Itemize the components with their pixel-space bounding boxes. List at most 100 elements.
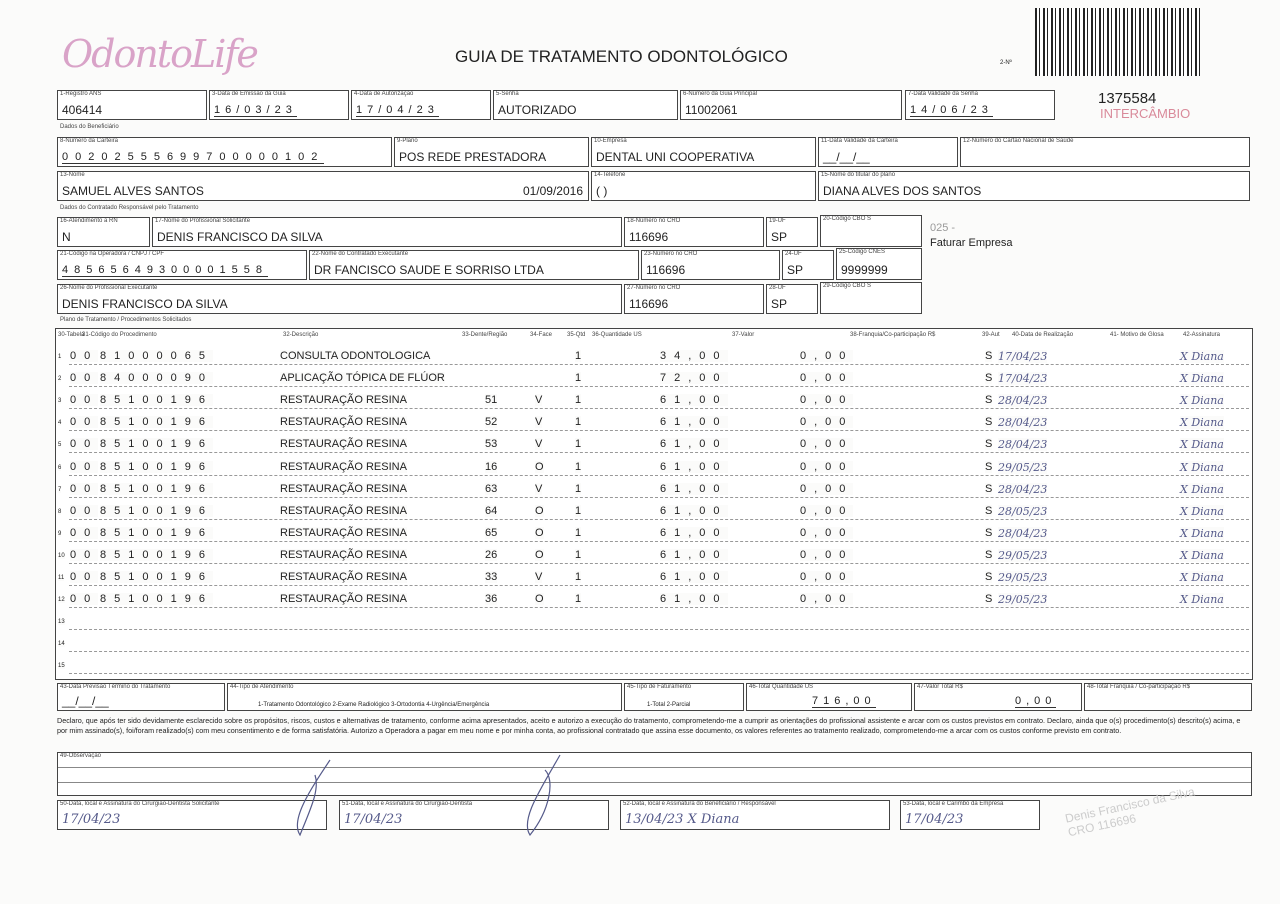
tabela-cell[interactable]: 00 <box>70 482 99 495</box>
codigo-cell[interactable]: 85100196 <box>100 460 213 473</box>
us-cell[interactable]: 61,00 <box>660 482 728 495</box>
assinatura-cell[interactable]: X Diana <box>1180 482 1224 496</box>
dente-cell[interactable]: 33 <box>485 571 498 583</box>
validade-carteira-field[interactable]: 11-Data Validade da Carteira __/__/__ <box>818 137 958 167</box>
descricao-cell[interactable]: RESTAURAÇÃO RESINA <box>280 593 407 606</box>
signature-solicitante[interactable]: 50-Data, local e Assinatura do Cirurgião… <box>57 800 327 830</box>
assinatura-cell[interactable]: X Diana <box>1180 526 1224 540</box>
face-cell[interactable]: V <box>535 571 543 583</box>
valor-cell[interactable]: 0,00 <box>800 571 854 583</box>
contratado-field[interactable]: 22-Nome do Contratado Executante DR FANCI… <box>309 250 639 280</box>
dente-cell[interactable]: 36 <box>485 593 498 606</box>
assinatura-cell[interactable]: X Diana <box>1180 571 1224 584</box>
dente-cell[interactable]: 53 <box>485 438 498 451</box>
us-cell[interactable]: 61,00 <box>660 504 728 517</box>
qtd-cell[interactable]: 1 <box>575 571 582 583</box>
tabela-cell[interactable]: 00 <box>70 548 99 561</box>
data-cell[interactable]: 29/05/23 <box>998 460 1048 474</box>
valor-cell[interactable]: 0,00 <box>800 526 854 539</box>
data-cell[interactable]: 28/04/23 <box>998 482 1048 496</box>
us-cell[interactable]: 34,00 <box>660 350 728 362</box>
tabela-cell[interactable]: 00 <box>70 504 99 517</box>
titular-field[interactable]: 15-Nome do titular do plano DIANA ALVES D… <box>818 171 1250 201</box>
aut-cell[interactable]: S <box>985 438 993 451</box>
us-cell[interactable]: 61,00 <box>660 438 728 451</box>
us-cell[interactable]: 61,00 <box>660 548 728 561</box>
dente-cell[interactable]: 65 <box>485 526 498 539</box>
assinatura-cell[interactable]: X Diana <box>1180 438 1224 452</box>
face-cell[interactable]: V <box>535 482 543 495</box>
data-cell[interactable]: 28/04/23 <box>998 526 1048 540</box>
valor-cell[interactable]: 0,00 <box>800 350 854 362</box>
tabela-cell[interactable]: 00 <box>70 526 99 539</box>
descricao-cell[interactable]: RESTAURAÇÃO RESINA <box>280 438 407 451</box>
valor-cell[interactable]: 0,00 <box>800 394 854 407</box>
tabela-cell[interactable]: 00 <box>70 372 99 385</box>
descricao-cell[interactable]: RESTAURAÇÃO RESINA <box>280 460 407 473</box>
aut-cell[interactable]: S <box>985 394 993 407</box>
tipo-atendimento-field[interactable]: 44-Tipo de Atendimento 1-Tratamento Odont… <box>227 683 622 711</box>
descricao-cell[interactable]: CONSULTA ODONTOLOGICA <box>280 350 431 362</box>
cro2-field[interactable]: 23-Número no CRO 116696 <box>641 250 780 280</box>
qtd-cell[interactable]: 1 <box>575 526 582 539</box>
qtd-cell[interactable]: 1 <box>575 482 582 495</box>
cro3-field[interactable]: 27-Número no CRO 116696 <box>624 284 764 314</box>
senha-field[interactable]: 5-Senha AUTORIZADO <box>493 90 678 120</box>
descricao-cell[interactable]: RESTAURAÇÃO RESINA <box>280 571 407 583</box>
valor-cell[interactable]: 0,00 <box>800 416 854 429</box>
validade-senha-field[interactable]: 7-Data Validade da Senha 14/06/23 <box>905 90 1055 120</box>
descricao-cell[interactable]: RESTAURAÇÃO RESINA <box>280 548 407 561</box>
assinatura-cell[interactable]: X Diana <box>1180 548 1224 562</box>
data-cell[interactable]: 28/05/23 <box>998 504 1048 518</box>
assinatura-cell[interactable]: X Diana <box>1180 504 1224 518</box>
face-cell[interactable]: O <box>535 504 544 517</box>
qtd-cell[interactable]: 1 <box>575 548 582 561</box>
aut-cell[interactable]: S <box>985 504 993 517</box>
face-cell[interactable]: O <box>535 593 544 606</box>
dente-cell[interactable]: 52 <box>485 416 498 429</box>
descricao-cell[interactable]: RESTAURAÇÃO RESINA <box>280 394 407 407</box>
cbo2-field[interactable]: 29-Código CBO S <box>820 282 922 314</box>
assinatura-cell[interactable]: X Diana <box>1180 372 1224 386</box>
signature-dentista[interactable]: 51-Data, local e Assinatura do Cirurgião… <box>339 800 609 830</box>
descricao-cell[interactable]: RESTAURAÇÃO RESINA <box>280 416 407 429</box>
codigo-cell[interactable]: 81000065 <box>100 350 213 362</box>
aut-cell[interactable]: S <box>985 593 993 606</box>
carteira-field[interactable]: 8-Número da Carteira 00202555699700000102 <box>57 137 392 167</box>
data-cell[interactable]: 29/05/23 <box>998 593 1048 607</box>
codigo-cell[interactable]: 85100196 <box>100 482 213 495</box>
cns-field[interactable]: 12-Número do Cartão Nacional de Saúde <box>960 137 1250 167</box>
tabela-cell[interactable]: 00 <box>70 416 99 429</box>
us-cell[interactable]: 61,00 <box>660 526 728 539</box>
valor-cell[interactable]: 0,00 <box>800 482 854 495</box>
aut-cell[interactable]: S <box>985 372 993 385</box>
assinatura-cell[interactable]: X Diana <box>1180 593 1224 607</box>
valor-cell[interactable]: 0,00 <box>800 504 854 517</box>
descricao-cell[interactable]: RESTAURAÇÃO RESINA <box>280 504 407 517</box>
empresa-field[interactable]: 10-Empresa DENTAL UNI COOPERATIVA <box>591 137 816 167</box>
cbo1-field[interactable]: 20-Código CBO S <box>820 215 922 247</box>
cro1-field[interactable]: 18-Número no CRO 116696 <box>624 217 764 247</box>
rn-field[interactable]: 16-Atendimento a RN N <box>57 217 150 247</box>
codigo-cell[interactable]: 85100196 <box>100 548 213 561</box>
assinatura-cell[interactable]: X Diana <box>1180 394 1224 408</box>
qtd-cell[interactable]: 1 <box>575 372 582 385</box>
qtd-cell[interactable]: 1 <box>575 350 582 362</box>
codigo-cell[interactable]: 85100196 <box>100 504 213 517</box>
telefone-field[interactable]: 14-Telefone ( ) <box>591 171 816 201</box>
qtd-cell[interactable]: 1 <box>575 593 582 606</box>
data-cell[interactable]: 28/04/23 <box>998 416 1048 430</box>
aut-cell[interactable]: S <box>985 548 993 561</box>
uf1-field[interactable]: 19-UF SP <box>766 217 818 247</box>
qtd-cell[interactable]: 1 <box>575 394 582 407</box>
uf2-field[interactable]: 24-UF SP <box>782 250 834 280</box>
face-cell[interactable]: O <box>535 548 544 561</box>
dente-cell[interactable]: 64 <box>485 504 498 517</box>
assinatura-cell[interactable]: X Diana <box>1180 350 1224 363</box>
dente-cell[interactable]: 26 <box>485 548 498 561</box>
data-cell[interactable]: 29/05/23 <box>998 548 1048 562</box>
valor-cell[interactable]: 0,00 <box>800 593 854 606</box>
observacao-field[interactable]: 49-Observação <box>57 752 1252 796</box>
us-cell[interactable]: 61,00 <box>660 394 728 407</box>
tabela-cell[interactable]: 00 <box>70 394 99 407</box>
